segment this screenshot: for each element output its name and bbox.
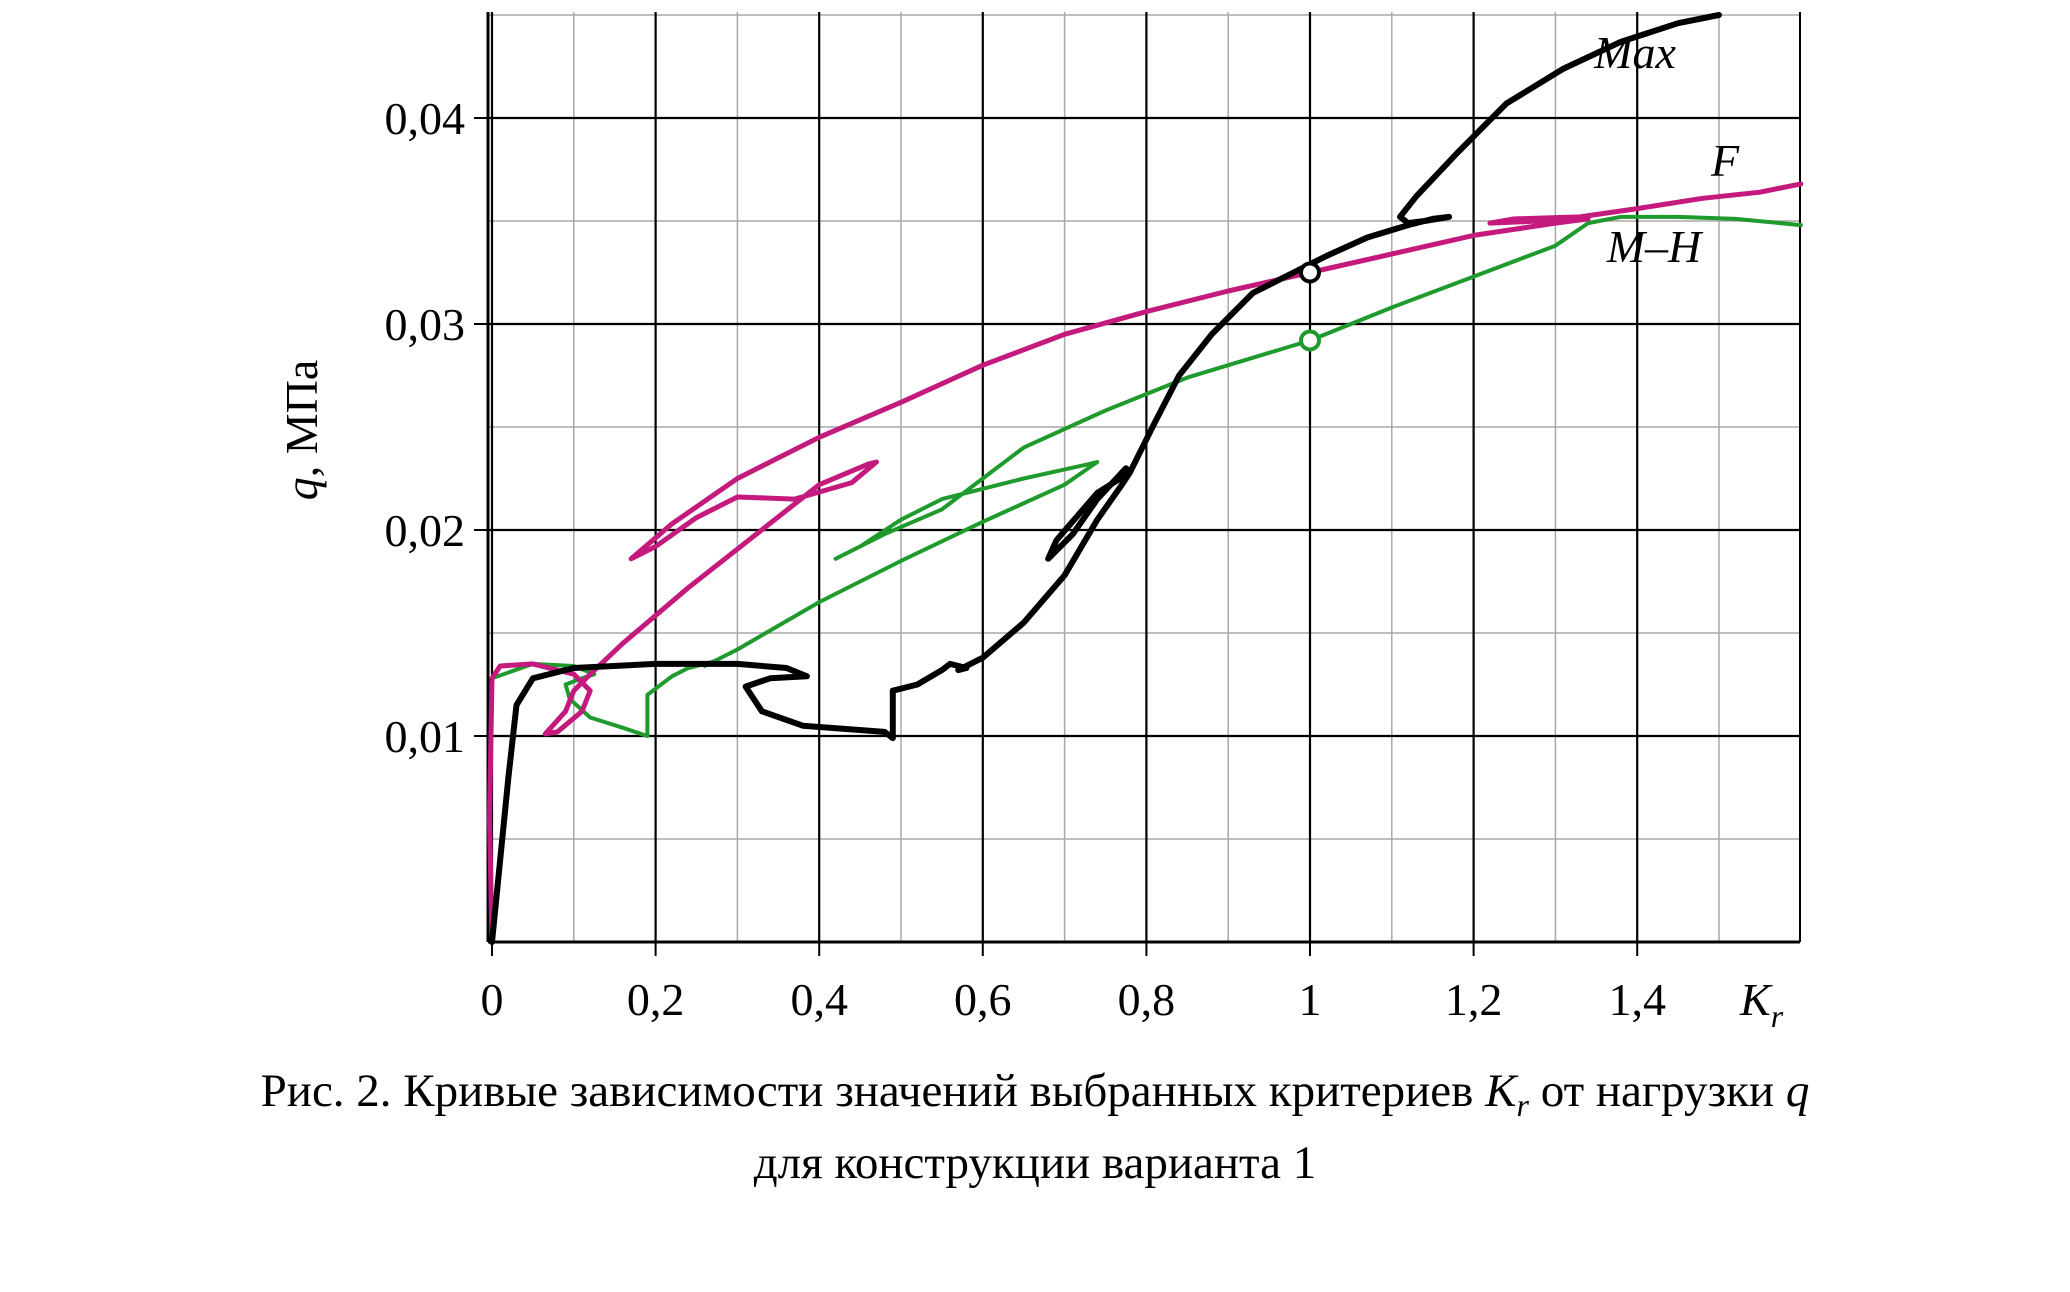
y-axis-title-var: q [276,477,327,500]
y-axis-title: q, МПа [276,360,327,501]
x-tick-label: 0,2 [627,974,685,1025]
series-marker [1299,261,1321,284]
x-tick-label: 0,8 [1118,974,1176,1025]
caption-line-1-start: Рис. 2. Кривые зависимости значений выбр… [260,1065,1486,1117]
y-axis-title-unit: , МПа [276,360,327,478]
series-line [490,214,1803,738]
x-tick-label: 0 [481,974,504,1025]
series-label: M–H [1606,221,1704,272]
minor-grid [488,12,1800,942]
x-tick-label: 1,4 [1608,974,1666,1025]
y-tick-label: 0,03 [385,299,466,350]
x-tick-label: 1,2 [1445,974,1503,1025]
data-series [487,12,1804,945]
x-axis-title: Kr [1739,974,1784,1034]
series-label: Max [1593,27,1676,78]
x-tick-label: 0,6 [954,974,1012,1025]
major-grid [488,12,1800,942]
y-tick-label: 0,04 [385,93,466,144]
caption-kr-main: K [1485,1065,1517,1117]
x-axis-title-sub: r [1771,998,1784,1034]
tick-labels: 0 0,2 0,4 0,6 0,8 1 1,2 1,4 0,01 0,02 0,03 0,04 [385,93,1666,1025]
figure-caption: Рис. 2. Кривые зависимости значений выбр… [0,1062,2070,1192]
caption-line-1-mid: от нагрузки [1528,1065,1786,1117]
series-label: F [1710,135,1740,186]
chart-svg: 0 0,2 0,4 0,6 0,8 1 1,2 1,4 0,01 0,02 0,03 0,04 Max… [276,12,1804,1034]
caption-line-1: Рис. 2. Кривые зависимости значений выбр… [0,1062,2070,1134]
caption-q-var: q [1785,1065,1810,1117]
series-labels: Max FM–H [1593,27,1740,272]
y-tick-label: 0,02 [385,505,466,556]
caption-kr-sub: r [1516,1087,1529,1123]
series-line [489,12,1722,945]
x-axis-title-main: K [1739,974,1773,1025]
caption-line-2: для конструкции варианта 1 [753,1137,1317,1189]
x-tick-label: 0,4 [790,974,848,1025]
x-tick-label: 1 [1299,974,1322,1025]
series-marker [1299,329,1321,352]
series-line [487,181,1804,945]
axes [474,12,1801,956]
y-tick-label: 0,01 [385,711,466,762]
